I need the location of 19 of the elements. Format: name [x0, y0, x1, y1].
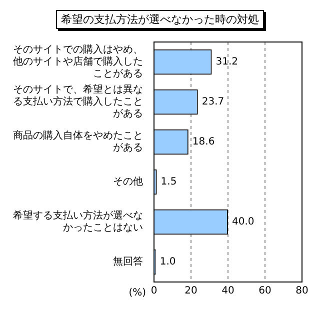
chart-title: 希望の支払方法が選べなかった時の対処 [56, 10, 264, 29]
data-label: 31.2 [216, 56, 238, 68]
y-tick-label: そのサイトでの購入はやめ、他のサイトや店舗で購入したことがある [13, 44, 143, 80]
data-label: 1.5 [160, 176, 177, 188]
y-tick-label: 商品の購入自体をやめたことがある [13, 130, 143, 154]
data-label: 18.6 [192, 136, 215, 148]
data-label: 1.0 [160, 256, 176, 268]
x-tick-label: 20 [184, 286, 198, 297]
data-label: 40.0 [232, 216, 254, 228]
y-tick-label: その他 [113, 176, 143, 188]
y-tick-label: 無回答 [113, 256, 143, 268]
x-tick-label: 60 [258, 286, 272, 297]
y-tick-label: そのサイトで、希望とは異なる支払い方法で購入したことがある [13, 84, 143, 120]
x-tick-label: 0 [150, 286, 158, 297]
x-axis-title: (%) [128, 288, 146, 299]
x-tick-label: 80 [296, 286, 308, 297]
y-tick-label: 希望する支払い方法が選べなかったことはない [13, 210, 143, 234]
x-tick-label: 40 [222, 286, 234, 297]
data-label: 23.7 [202, 96, 224, 108]
